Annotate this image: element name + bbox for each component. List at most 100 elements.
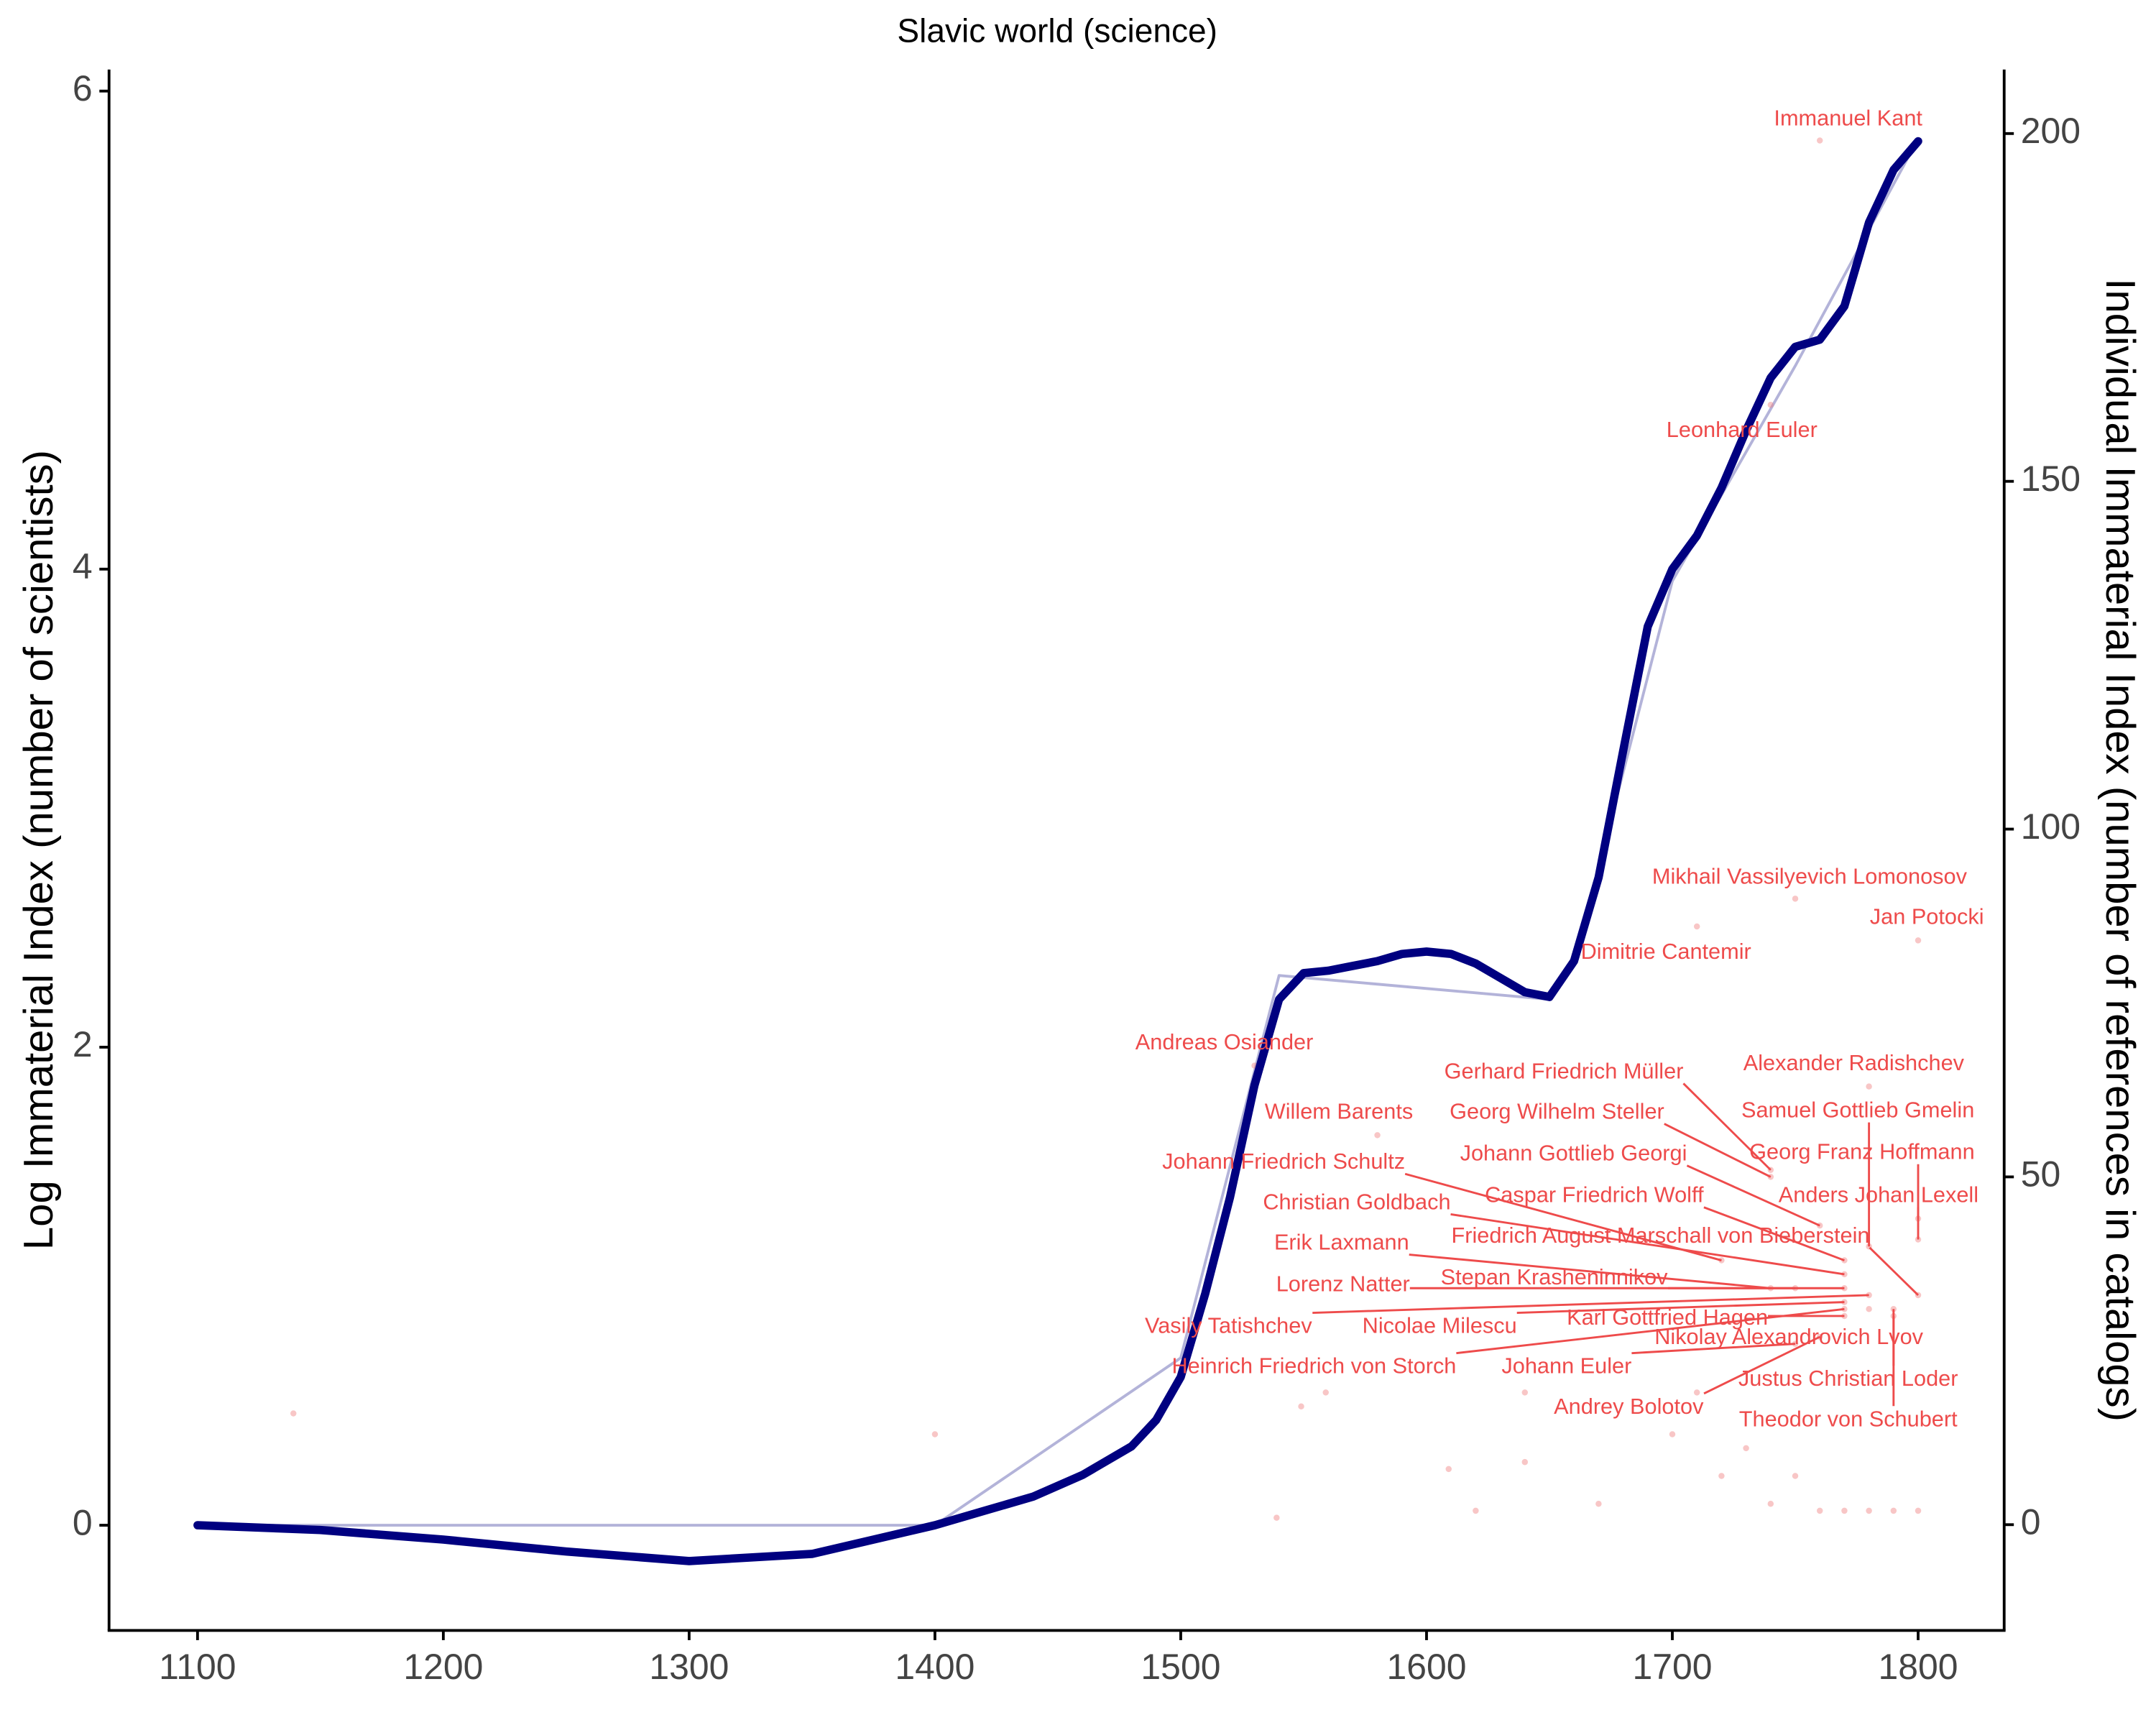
label-leader [1686,1164,1820,1227]
point-label: Vasily Tatishchev [1145,1313,1312,1338]
point [1866,1083,1872,1090]
point [1841,1299,1848,1305]
point-label: Andrey Bolotov [1554,1394,1704,1419]
point-label: Johann Friedrich Schultz [1162,1149,1405,1174]
y2-axis-title: Individual Immaterial Index (number of r… [2097,278,2143,1422]
label-leader [1703,1335,1820,1395]
label-leader [1312,1294,1869,1314]
y-tick-label: 0 [73,1502,93,1542]
point-label: Johann Gottlieb Georgi [1460,1141,1687,1166]
label-leader [1682,1082,1772,1171]
point-label: Anders Johan Lexell [1779,1182,1978,1208]
point [1792,1473,1799,1479]
point [1298,1403,1304,1410]
point-label: Theodor von Schubert [1739,1406,1958,1431]
point [290,1410,297,1417]
x-tick-label: 1700 [1632,1647,1712,1687]
point-label: Stepan Krasheninnikov [1441,1264,1668,1289]
point-label: Jan Potocki [1870,903,1984,929]
point-label: Georg Wilhelm Steller [1450,1098,1664,1123]
x-tick-label: 1200 [403,1647,483,1687]
point-label: Erik Laxmann [1274,1229,1409,1254]
y-tick-label: 6 [73,68,93,109]
point-label: Georg Franz Hoffmann [1749,1139,1975,1164]
point-label: Samuel Gottlieb Gmelin [1741,1098,1974,1123]
point [1767,401,1774,408]
point [1915,1507,1922,1514]
label-leader [1456,1307,1845,1355]
label-leader [1516,1301,1845,1314]
label-leader [1404,1172,1722,1261]
x-tick-label: 1300 [649,1647,729,1687]
point-label: Alexander Radishchev [1743,1050,1965,1075]
x-tick-label: 1400 [895,1647,975,1687]
point-label: Gerhard Friedrich Müller [1445,1058,1684,1083]
point [1669,1431,1676,1438]
label-leader [1450,1213,1845,1276]
point-label: Justus Christian Loder [1738,1366,1958,1391]
x-tick-label: 1500 [1141,1647,1220,1687]
point-label: Willem Barents [1265,1098,1413,1123]
label-leader [1409,1254,1771,1289]
point [1841,1285,1848,1292]
x-tick-label: 1600 [1386,1647,1466,1687]
x-tick-label: 1100 [159,1647,236,1687]
label-leader [1703,1206,1845,1261]
point [1767,1501,1774,1507]
label-leader [1869,1246,1920,1296]
point-label: Nikolay Alexandrovich Lvov [1654,1324,1923,1349]
point-label: Heinrich Friedrich von Storch [1171,1353,1456,1379]
point [1595,1501,1602,1507]
point [1445,1466,1452,1473]
point [1718,1473,1725,1479]
point [1792,1340,1799,1347]
y2-tick-label: 50 [2021,1154,2061,1195]
point-label: Mikhail Vassilyevich Lomonosov [1652,863,1968,888]
point [1841,1312,1848,1320]
point-label: Caspar Friedrich Wolff [1485,1182,1704,1208]
point [1743,1445,1749,1452]
point-label: Lorenz Natter [1276,1271,1410,1296]
point [1792,896,1799,902]
point [1866,1306,1872,1312]
point [1816,1507,1823,1514]
point [1890,1507,1897,1514]
point-label: Karl Gottfried Hagen [1567,1305,1768,1330]
y2-tick-label: 200 [2021,111,2081,151]
point-label: Andreas Osiander [1135,1029,1314,1054]
y-tick-label: 2 [73,1024,93,1064]
point [1473,1507,1479,1514]
y2-tick-label: 100 [2021,806,2081,847]
point [1816,137,1823,144]
chart-title: Slavic world (science) [897,12,1217,50]
point-label: Friedrich August Marschall von Bieberste… [1451,1223,1869,1248]
point-label: Dimitrie Cantemir [1581,939,1751,964]
point [1841,1507,1848,1514]
label-leader [1631,1343,1796,1355]
point-label: Christian Goldbach [1263,1189,1450,1214]
series-line [193,137,1922,1565]
point-label: Immanuel Kant [1774,106,1922,131]
point [1841,1271,1848,1278]
point [1521,1458,1529,1466]
point [1322,1389,1329,1396]
point [1915,937,1922,944]
y2-tick-label: 0 [2021,1501,2041,1542]
point-label: Leonhard Euler [1667,417,1818,442]
label-leader [1664,1123,1772,1178]
point [1521,1389,1529,1396]
y-tick-label: 4 [73,546,93,586]
x-tick-label: 1800 [1878,1647,1958,1687]
y-axis-title: Log Immaterial Index (number of scientis… [16,450,62,1250]
point [1273,1514,1280,1521]
point [1841,1306,1848,1312]
point-label: Johann Euler [1501,1353,1631,1379]
point [1693,1389,1700,1396]
point [1866,1507,1872,1514]
point [1374,1132,1381,1138]
point [931,1431,939,1438]
point [1693,923,1700,930]
point-label: Nicolae Milescu [1363,1313,1517,1338]
y2-tick-label: 150 [2021,459,2081,499]
